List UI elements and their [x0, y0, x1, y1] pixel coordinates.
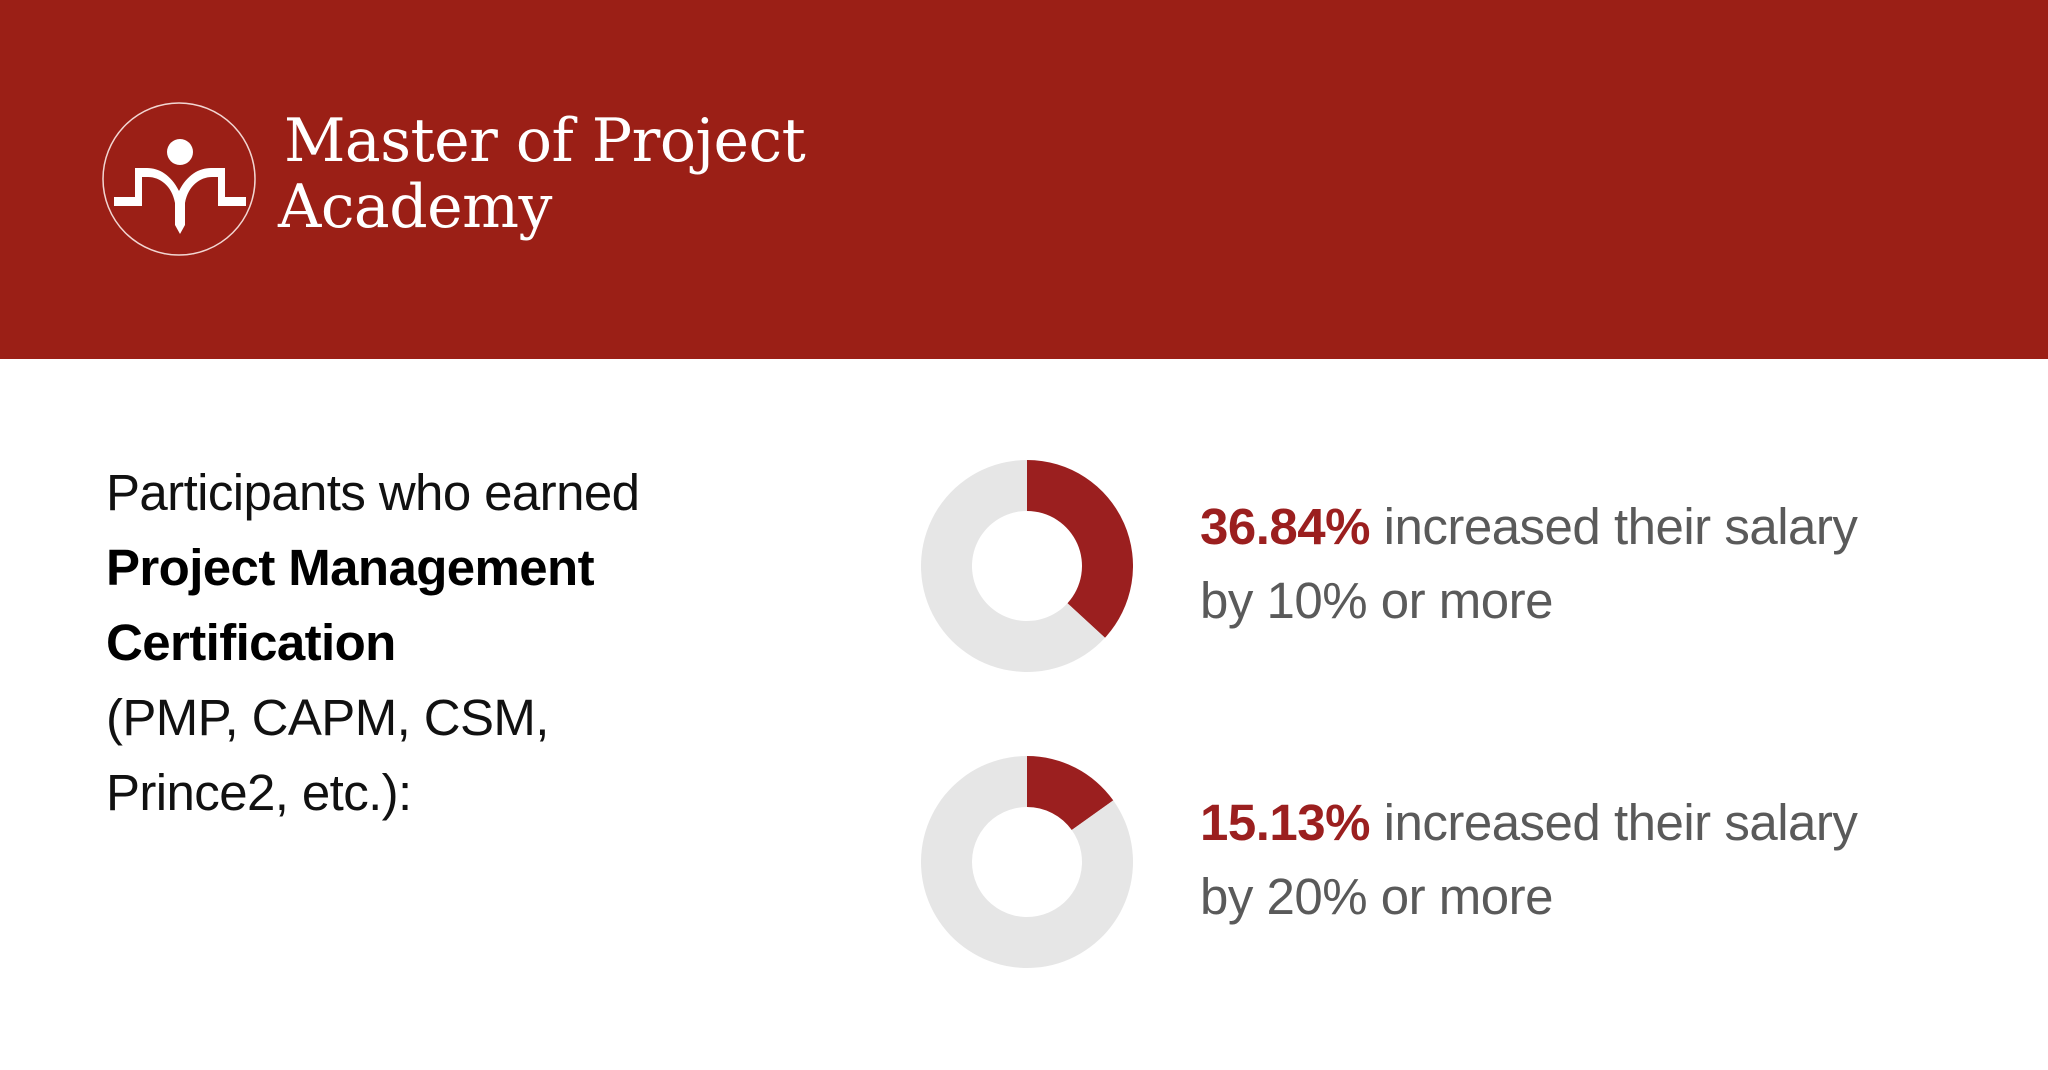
intro-line3-bold: Certification [106, 614, 396, 671]
stat-line1: 36.84% increased their salary [1200, 490, 2000, 564]
donut-slice-track [921, 460, 1105, 672]
intro-line4: (PMP, CAPM, CSM, [106, 689, 549, 746]
stat-line1: 15.13% increased their salary [1200, 786, 2000, 860]
intro-line2-bold: Project Management [106, 539, 595, 596]
intro-line5: Prince2, etc.): [106, 764, 412, 821]
donut-slice-accent [1027, 460, 1133, 638]
stat-line2: by 10% or more [1200, 572, 1554, 629]
intro-text: Participants who earned Project Manageme… [106, 455, 746, 830]
stat-percent: 36.84% [1200, 498, 1370, 555]
person-with-open-book-icon [102, 102, 256, 256]
brand-name-line1: Master of Project [284, 106, 806, 176]
stat-block-10-percent: 36.84% increased their salary by 10% or … [1200, 490, 2000, 638]
brand-name-line2: Academy [278, 172, 552, 242]
stat-line2: by 20% or more [1200, 868, 1554, 925]
stat-block-20-percent: 15.13% increased their salary by 20% or … [1200, 786, 2000, 934]
donut-chart-10-percent [921, 460, 1133, 672]
donut-chart-20-percent [921, 756, 1133, 968]
donut-slice-track [921, 756, 1133, 968]
brand-name: Master of Project Academy [278, 106, 806, 240]
stat-text: increased their salary [1383, 498, 1858, 555]
stat-percent: 15.13% [1200, 794, 1370, 851]
donut-slice-accent [1027, 756, 1114, 831]
intro-line1: Participants who earned [106, 464, 640, 521]
header-banner: Master of Project Academy [0, 0, 2048, 359]
stat-text: increased their salary [1383, 794, 1858, 851]
